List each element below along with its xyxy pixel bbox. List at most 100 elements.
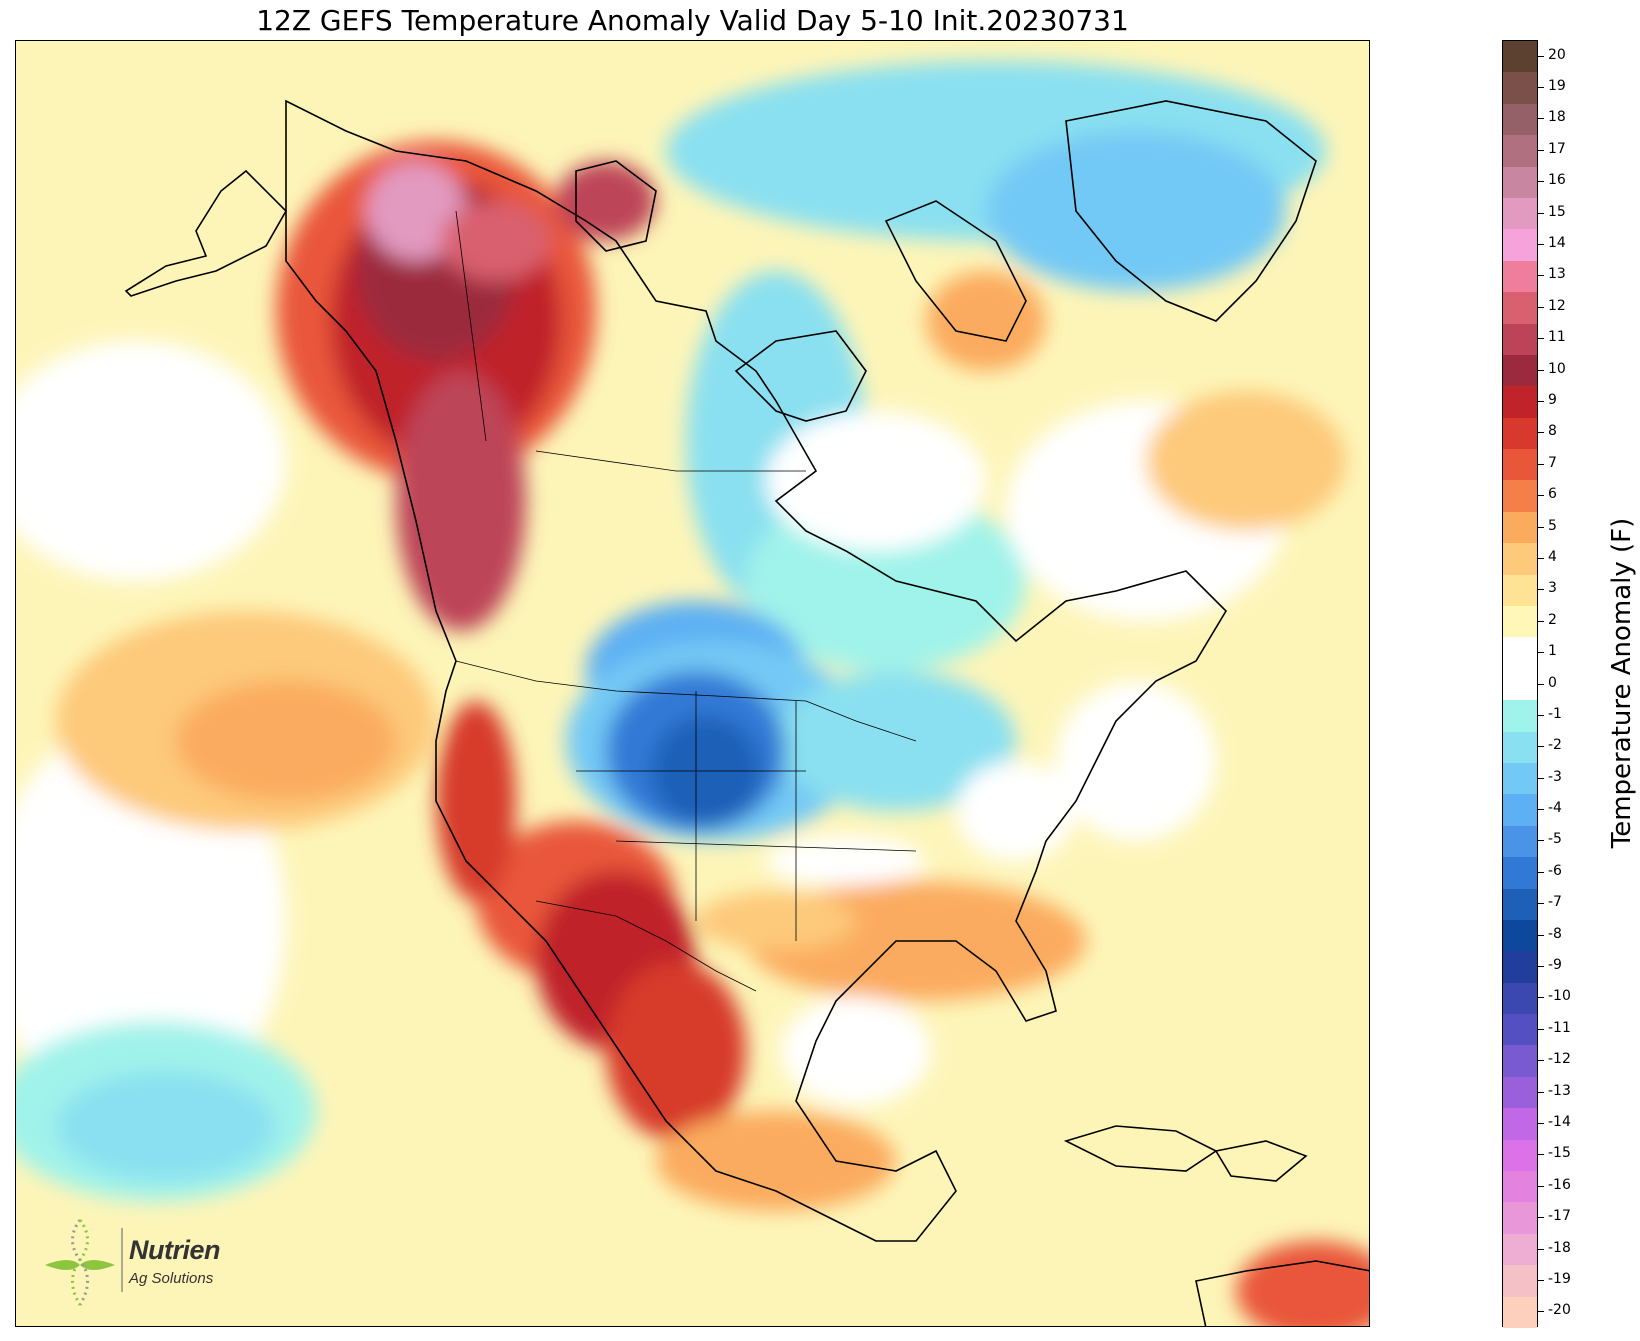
alaska-yukon-border [455,210,487,442]
north-america-coast [285,99,1228,1242]
nwt-heat [441,201,551,281]
colorbar-segment [1503,1045,1537,1078]
colorbar-segment [1503,197,1537,230]
colorbar-segment [1503,103,1537,136]
colorbar-tick-label: -3 [1548,768,1562,785]
pacific-cool-core [56,1071,276,1181]
colorbar-tick-label: -10 [1548,988,1571,1005]
atlantic-warm-anomaly [1146,391,1346,531]
colorbar-tick-label: 3 [1548,580,1557,597]
colorbar-segment [1503,72,1537,105]
colorbar-segment [1503,574,1537,607]
colorbar-tick-mark [1538,903,1544,905]
anomaly-map-canvas [16,41,1369,1326]
colorbar-tick-mark [1538,557,1544,559]
colorbar-tick-label: -16 [1548,1176,1571,1193]
colorbar-segment [1503,888,1537,921]
provincial-border-60n [535,450,806,472]
hispaniola-coast [1214,1140,1308,1182]
colorbar-tick-label: -9 [1548,957,1562,973]
colorbar-tick-label: 1 [1548,643,1557,660]
colorbar-tick-mark [1538,1185,1544,1187]
colorbar-tick-mark [1538,840,1544,842]
colorbar-segment [1503,668,1537,701]
colorbar-segment [1503,1171,1537,1203]
colorbar-segment [1503,166,1537,199]
colorbar-tick-label: 2 [1548,611,1557,628]
colorbar-tick-label: -1 [1548,705,1562,722]
colorbar-tick-label: -12 [1548,1051,1571,1068]
quebec-neutral-area [766,411,986,551]
colorbar-tick-label: 17 [1548,140,1566,157]
colorbar-tick-mark [1538,1091,1544,1093]
colorbar-tick-mark [1538,1279,1544,1281]
colorbar-segment [1503,229,1537,262]
colorbar-tick-mark [1538,966,1544,967]
colorbar-tick-mark [1538,589,1544,591]
colorbar-tick-label: 4 [1548,548,1557,565]
colorbar-tick-label: 12 [1548,297,1566,314]
greenland-coast [1065,100,1317,322]
colorbar-segment [1503,606,1537,638]
colorbar-tick-label: 18 [1548,109,1566,126]
colorbar-segment [1503,1139,1537,1172]
north-pacific-neutral-area [16,341,286,581]
colorbar-tick-mark [1538,306,1544,308]
colorbar-segment [1503,480,1537,513]
colorbar-tick-mark [1538,118,1544,120]
colorbar-tick-mark [1538,1028,1544,1030]
colorbar-segment [1503,700,1537,733]
central-us-neutral [766,836,926,886]
colorbar-tick-label: 11 [1548,329,1566,346]
colorbar-tick-mark [1538,652,1544,654]
colorbar-segment [1503,511,1537,544]
colorbar-segment [1503,1202,1537,1235]
colorbar-tick-label: -14 [1548,1113,1571,1130]
colorbar-segment [1503,260,1537,293]
colorbar-segment [1503,135,1537,168]
colorbar-tick-mark [1538,934,1544,936]
nutrien-logo-icon [45,1219,123,1306]
colorbar-segment [1503,354,1537,387]
colorbar-tick-label: 14 [1548,235,1566,252]
colorbar-segment [1503,825,1537,858]
colorbar-tick-mark [1538,400,1544,402]
colorbar-tick-label: -8 [1548,925,1562,942]
colorbar-tick-label: -13 [1548,1082,1571,1099]
gulf-neutral-area [781,996,931,1106]
ohio-valley-neutral [956,761,1076,861]
colorbar-tick-label: -11 [1548,1019,1571,1036]
south-america-heat [1236,1241,1369,1326]
baffin-warm-anomaly [926,271,1046,371]
baffin-island-coast [884,200,1027,342]
colorbar-tick-mark [1538,463,1544,465]
colorbar-tick-mark [1538,149,1544,151]
colorbar-tick-label: -4 [1548,800,1562,817]
colorbar-segment [1503,982,1537,1015]
atlantic-neutral-area [1056,681,1216,841]
colorbar-segment [1503,417,1537,450]
colorbar-tick-label: 13 [1548,266,1566,283]
colorbar-label: Temperature Anomaly (F) [1607,517,1637,849]
colorbar-tick-label: 19 [1548,78,1566,95]
colorbar-tick-label: 6 [1548,486,1557,503]
colorbar-tick-mark [1538,1311,1544,1313]
colorbar [1502,40,1538,1329]
colorbar-segment [1503,1296,1537,1329]
colorbar-segment [1503,292,1537,324]
colorbar-tick-label: 5 [1548,517,1557,534]
colorbar-segment [1503,731,1537,764]
mexico-heat [606,961,746,1141]
pacific-warm-core [176,681,396,801]
colorbar-tick-mark [1538,997,1544,999]
colorbar-segment [1503,1233,1537,1266]
greenland-cool-anomaly [986,131,1286,291]
colorbar-tick-mark [1538,683,1544,685]
colorbar-segment [1503,857,1537,890]
colorbar-tick-mark [1538,275,1544,277]
bc-heat [396,371,526,631]
colorbar-tick-mark [1538,1122,1544,1124]
colorbar-tick-label: -19 [1548,1270,1571,1287]
colorbar-tick-label: -20 [1548,1302,1571,1319]
colorbar-tick-label: -15 [1548,1145,1571,1162]
